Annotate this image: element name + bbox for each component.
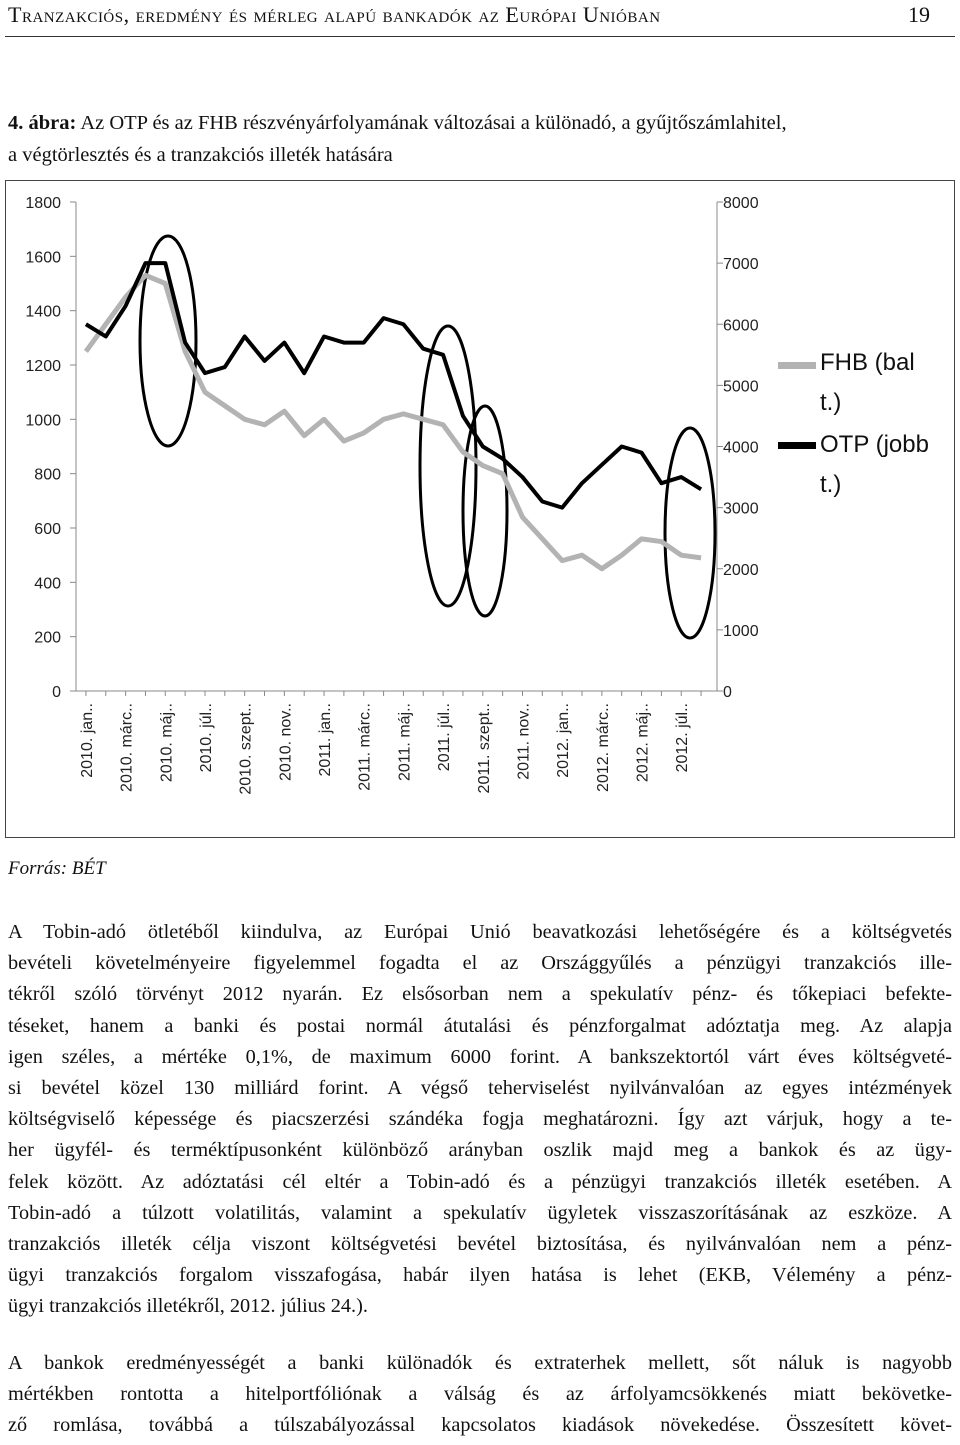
x-tick-label: 2011. júl.. xyxy=(436,703,453,771)
y-tick-label: 1200 xyxy=(25,358,61,375)
y-tick-label: 200 xyxy=(34,630,61,647)
y2-tick-label: 8000 xyxy=(723,195,759,212)
ellipse xyxy=(418,324,478,608)
y-tick-label: 1800 xyxy=(25,195,61,212)
legend-swatch xyxy=(778,362,816,369)
x-tick-label: 2012. márc.. xyxy=(595,703,612,792)
y2-tick-label: 1000 xyxy=(723,623,759,640)
y2-tick-label: 0 xyxy=(723,684,732,701)
x-tick-label: 2012. máj.. xyxy=(635,703,652,782)
x-tick-label: 2010. jan.. xyxy=(79,703,96,778)
text-line: ügyi tranzakciós illetékről, 2012. júliu… xyxy=(8,1295,368,1318)
y2-tick-label: 3000 xyxy=(723,501,759,518)
legend-label: FHB (bal t.) xyxy=(820,349,915,416)
chart-frame: 0 200 400 600 800 1000 1200 1400 1600 1800 0 1000 20… xyxy=(5,180,955,838)
x-tick-label: 2010. máj.. xyxy=(158,703,175,782)
legend-label: OTP (jobb t.) xyxy=(820,431,929,498)
ellipse xyxy=(663,426,717,640)
text-line: felek között. Az adóztatási cél eltér a … xyxy=(8,1170,952,1193)
text-line: tranzakciós illeték célja viszont költsé… xyxy=(8,1233,952,1255)
x-tick-label: 2011. máj.. xyxy=(396,703,413,781)
caption-line: a végtörlesztés és a tranzakciós illeték… xyxy=(8,144,393,166)
text-line: ző romlása, továbbá a túlszabályozással … xyxy=(8,1414,952,1437)
series-line xyxy=(83,272,702,572)
x-tick-label: 2012. jan.. xyxy=(555,703,572,778)
y-tick-label: 1600 xyxy=(25,249,61,266)
header-rule xyxy=(5,36,955,37)
text-line: tékről szóló törvényt 2012 nyarán. Ez el… xyxy=(8,983,952,1006)
y-tick-label: 1000 xyxy=(25,412,61,429)
text-line: bevételi követelményeire figyelemmel fog… xyxy=(8,952,952,975)
x-tick-label: 2010. júl.. xyxy=(198,703,215,772)
x-tick-label: 2011. szept.. xyxy=(476,703,493,793)
text-line: A bankok eredményességét a banki különad… xyxy=(8,1352,952,1374)
text-line: Tobin-adó a túlzott volatilitás, valamin… xyxy=(8,1201,952,1224)
ellipse xyxy=(461,404,509,618)
y2-tick-label: 2000 xyxy=(723,562,759,579)
x-tick-label: 2010. szept.. xyxy=(238,703,255,795)
y2-tick-label: 7000 xyxy=(723,256,759,273)
y2-tick-label: 5000 xyxy=(723,378,759,395)
chart: 0 200 400 600 800 1000 1200 1400 1600 1800 0 1000 20… xyxy=(25,195,759,795)
y2-tick-label: 6000 xyxy=(723,317,759,334)
text-line: téseket, hanem a banki és postai normál … xyxy=(8,1014,952,1037)
source-note: Forrás: BÉT xyxy=(8,858,106,879)
x-tick-label: 2010. nov.. xyxy=(277,703,294,781)
text-line: A Tobin-adó ötletéből kiindulva, az Euró… xyxy=(8,921,952,943)
y2-tick-label: 4000 xyxy=(723,440,759,457)
text-line: ügyi tranzakciós forgalom visszafogása, … xyxy=(8,1264,952,1287)
x-tick-label: 2012. júl.. xyxy=(674,703,691,772)
text-line: költségviselő képessége és piacszerzési … xyxy=(8,1108,952,1131)
x-tick-label: 2011. nov.. xyxy=(515,703,532,780)
text-line: mértékben rontotta a hitelportfóliónak a… xyxy=(8,1383,952,1406)
figure-label: 4. ábra: xyxy=(8,112,77,134)
text-line: her ügyfél- és terméktípusonként különbö… xyxy=(8,1139,952,1162)
running-header: Tranzakciós, eredmény és mérleg alapú ba… xyxy=(8,2,661,27)
x-tick-label: 2010. márc.. xyxy=(119,703,136,792)
x-tick-label: 2011. jan.. xyxy=(317,703,334,777)
page-number: 19 xyxy=(908,2,930,27)
text-line: igen széles, a mértéke 0,1%, de maximum … xyxy=(8,1045,952,1068)
ellipse xyxy=(138,234,198,448)
y-tick-label: 1400 xyxy=(25,304,61,321)
series-line xyxy=(84,261,703,510)
y-tick-label: 800 xyxy=(34,467,61,484)
caption-line: 4. ábra: Az OTP és az FHB részvényárfoly… xyxy=(8,112,787,135)
annotation-ellipses xyxy=(138,234,717,640)
caption-text: Az OTP és az FHB részvényárfolyamának vá… xyxy=(80,112,787,134)
y-tick-label: 0 xyxy=(52,684,61,701)
text-line: si bevétel közel 130 milliárd forint. A … xyxy=(8,1077,952,1099)
y-tick-label: 400 xyxy=(34,575,61,592)
x-tick-label: 2011. márc.. xyxy=(357,703,374,791)
legend-swatch xyxy=(778,442,816,449)
y-tick-label: 600 xyxy=(34,521,61,538)
